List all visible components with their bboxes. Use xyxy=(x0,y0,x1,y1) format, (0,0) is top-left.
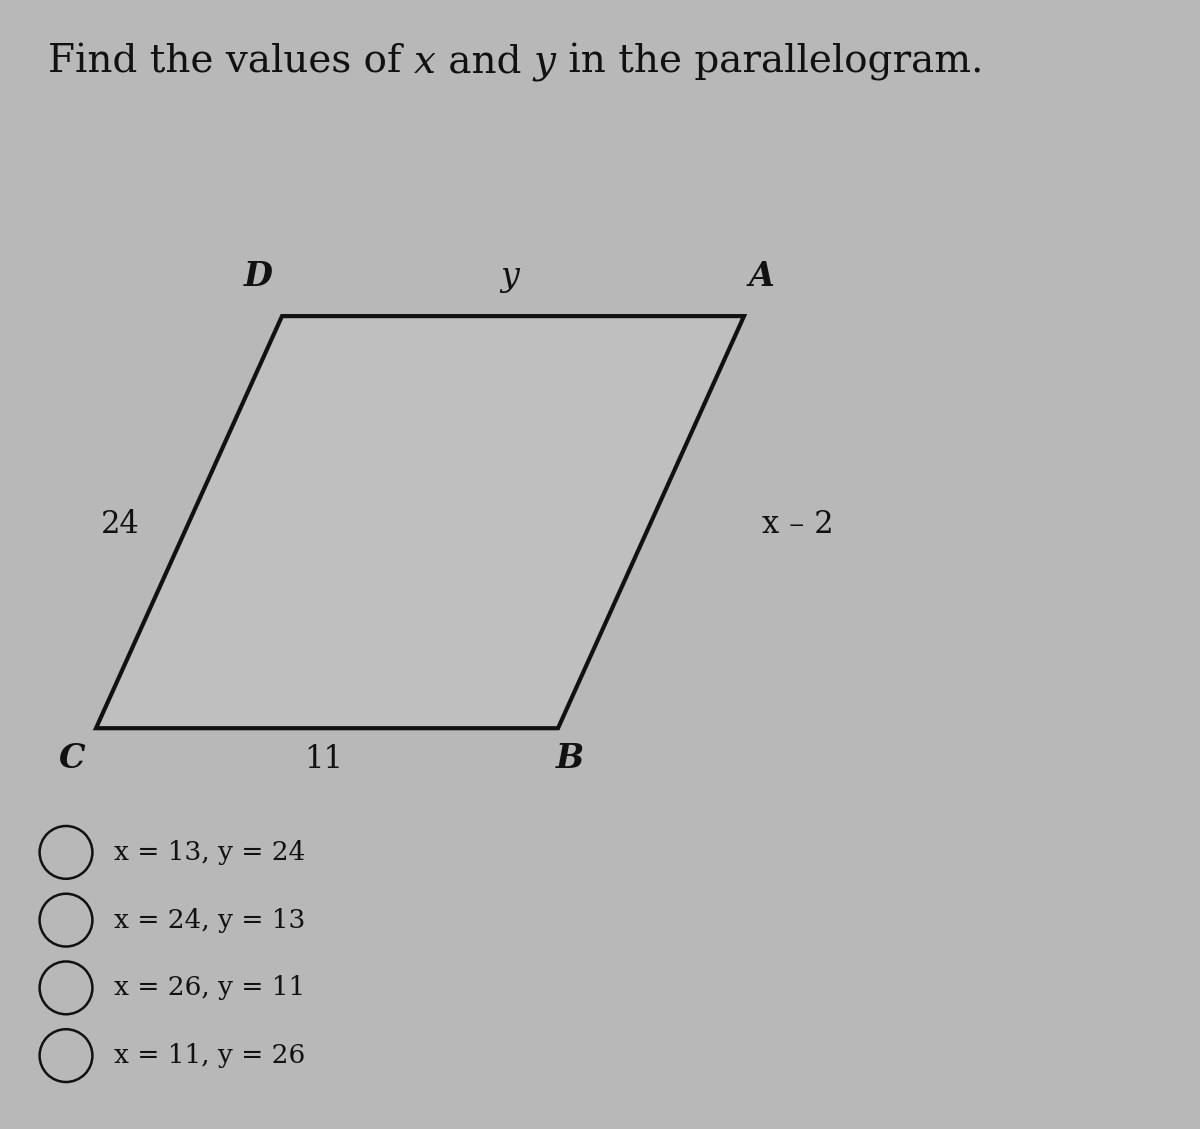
Text: in the parallelogram.: in the parallelogram. xyxy=(556,43,983,81)
Text: 24: 24 xyxy=(101,509,139,541)
Text: A: A xyxy=(749,260,775,294)
Polygon shape xyxy=(96,316,744,728)
Text: Find the values of: Find the values of xyxy=(48,44,414,80)
Text: x = 24, y = 13: x = 24, y = 13 xyxy=(114,908,305,933)
Text: x – 2: x – 2 xyxy=(762,509,834,541)
Text: and: and xyxy=(436,44,534,80)
Text: x = 11, y = 26: x = 11, y = 26 xyxy=(114,1043,305,1068)
Text: B: B xyxy=(556,742,584,776)
Text: x = 26, y = 11: x = 26, y = 11 xyxy=(114,975,305,1000)
Text: y: y xyxy=(534,44,556,80)
Text: x: x xyxy=(414,44,436,80)
Text: x = 13, y = 24: x = 13, y = 24 xyxy=(114,840,305,865)
Text: C: C xyxy=(59,742,85,776)
Text: y: y xyxy=(500,261,520,292)
Text: D: D xyxy=(244,260,272,294)
Text: 11: 11 xyxy=(305,744,343,776)
